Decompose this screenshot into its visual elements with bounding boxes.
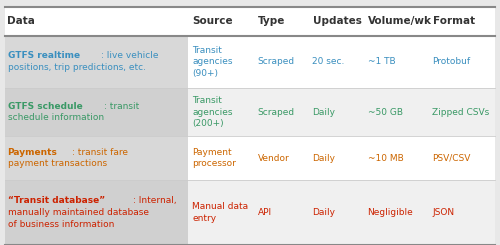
Text: Source: Source: [192, 16, 233, 26]
Text: agencies: agencies: [192, 108, 233, 117]
Text: Negligible: Negligible: [368, 208, 413, 217]
Text: positions, trip predictions, etc.: positions, trip predictions, etc.: [8, 63, 145, 72]
Text: : transit fare: : transit fare: [72, 148, 128, 157]
Text: : Internal,: : Internal,: [133, 196, 176, 205]
Text: Transit: Transit: [192, 96, 222, 105]
Text: entry: entry: [192, 214, 216, 223]
Text: processor: processor: [192, 159, 236, 168]
Text: Scraped: Scraped: [258, 57, 294, 66]
Text: Vendor: Vendor: [258, 154, 289, 162]
Text: Scraped: Scraped: [258, 108, 294, 117]
Text: : transit: : transit: [104, 102, 139, 111]
Text: Daily: Daily: [312, 154, 336, 162]
Text: Payments: Payments: [8, 148, 58, 157]
Text: manually maintained database: manually maintained database: [8, 208, 148, 217]
Text: agencies: agencies: [192, 57, 233, 66]
Text: Daily: Daily: [312, 208, 336, 217]
Text: Updates: Updates: [312, 16, 362, 26]
Text: GTFS realtime: GTFS realtime: [8, 51, 80, 61]
Text: JSON: JSON: [432, 208, 454, 217]
Text: Manual data: Manual data: [192, 202, 248, 211]
FancyBboxPatch shape: [5, 88, 188, 136]
Text: Transit: Transit: [192, 46, 222, 55]
FancyBboxPatch shape: [5, 7, 495, 36]
Text: PSV/CSV: PSV/CSV: [432, 154, 471, 162]
FancyBboxPatch shape: [5, 180, 188, 245]
FancyBboxPatch shape: [188, 88, 495, 136]
Text: Protobuf: Protobuf: [432, 57, 470, 66]
Text: schedule information: schedule information: [8, 113, 104, 122]
Text: Type: Type: [258, 16, 285, 26]
Text: Zipped CSVs: Zipped CSVs: [432, 108, 490, 117]
Text: “Transit database”: “Transit database”: [8, 196, 104, 205]
Text: payment transactions: payment transactions: [8, 159, 106, 168]
FancyBboxPatch shape: [188, 7, 495, 245]
Text: ~50 GB: ~50 GB: [368, 108, 402, 117]
Text: Format: Format: [432, 16, 474, 26]
Text: GTFS schedule: GTFS schedule: [8, 102, 82, 111]
FancyBboxPatch shape: [188, 180, 495, 245]
FancyBboxPatch shape: [5, 7, 188, 245]
Text: Payment: Payment: [192, 148, 232, 157]
Text: of business information: of business information: [8, 220, 114, 229]
Text: Data: Data: [8, 16, 36, 26]
Text: Daily: Daily: [312, 108, 336, 117]
Text: 20 sec.: 20 sec.: [312, 57, 345, 66]
Text: API: API: [258, 208, 272, 217]
Text: (200+): (200+): [192, 119, 224, 128]
Text: ~10 MB: ~10 MB: [368, 154, 403, 162]
Text: : live vehicle: : live vehicle: [100, 51, 158, 61]
Text: ~1 TB: ~1 TB: [368, 57, 395, 66]
Text: Volume/wk: Volume/wk: [368, 16, 432, 26]
Text: (90+): (90+): [192, 69, 218, 78]
